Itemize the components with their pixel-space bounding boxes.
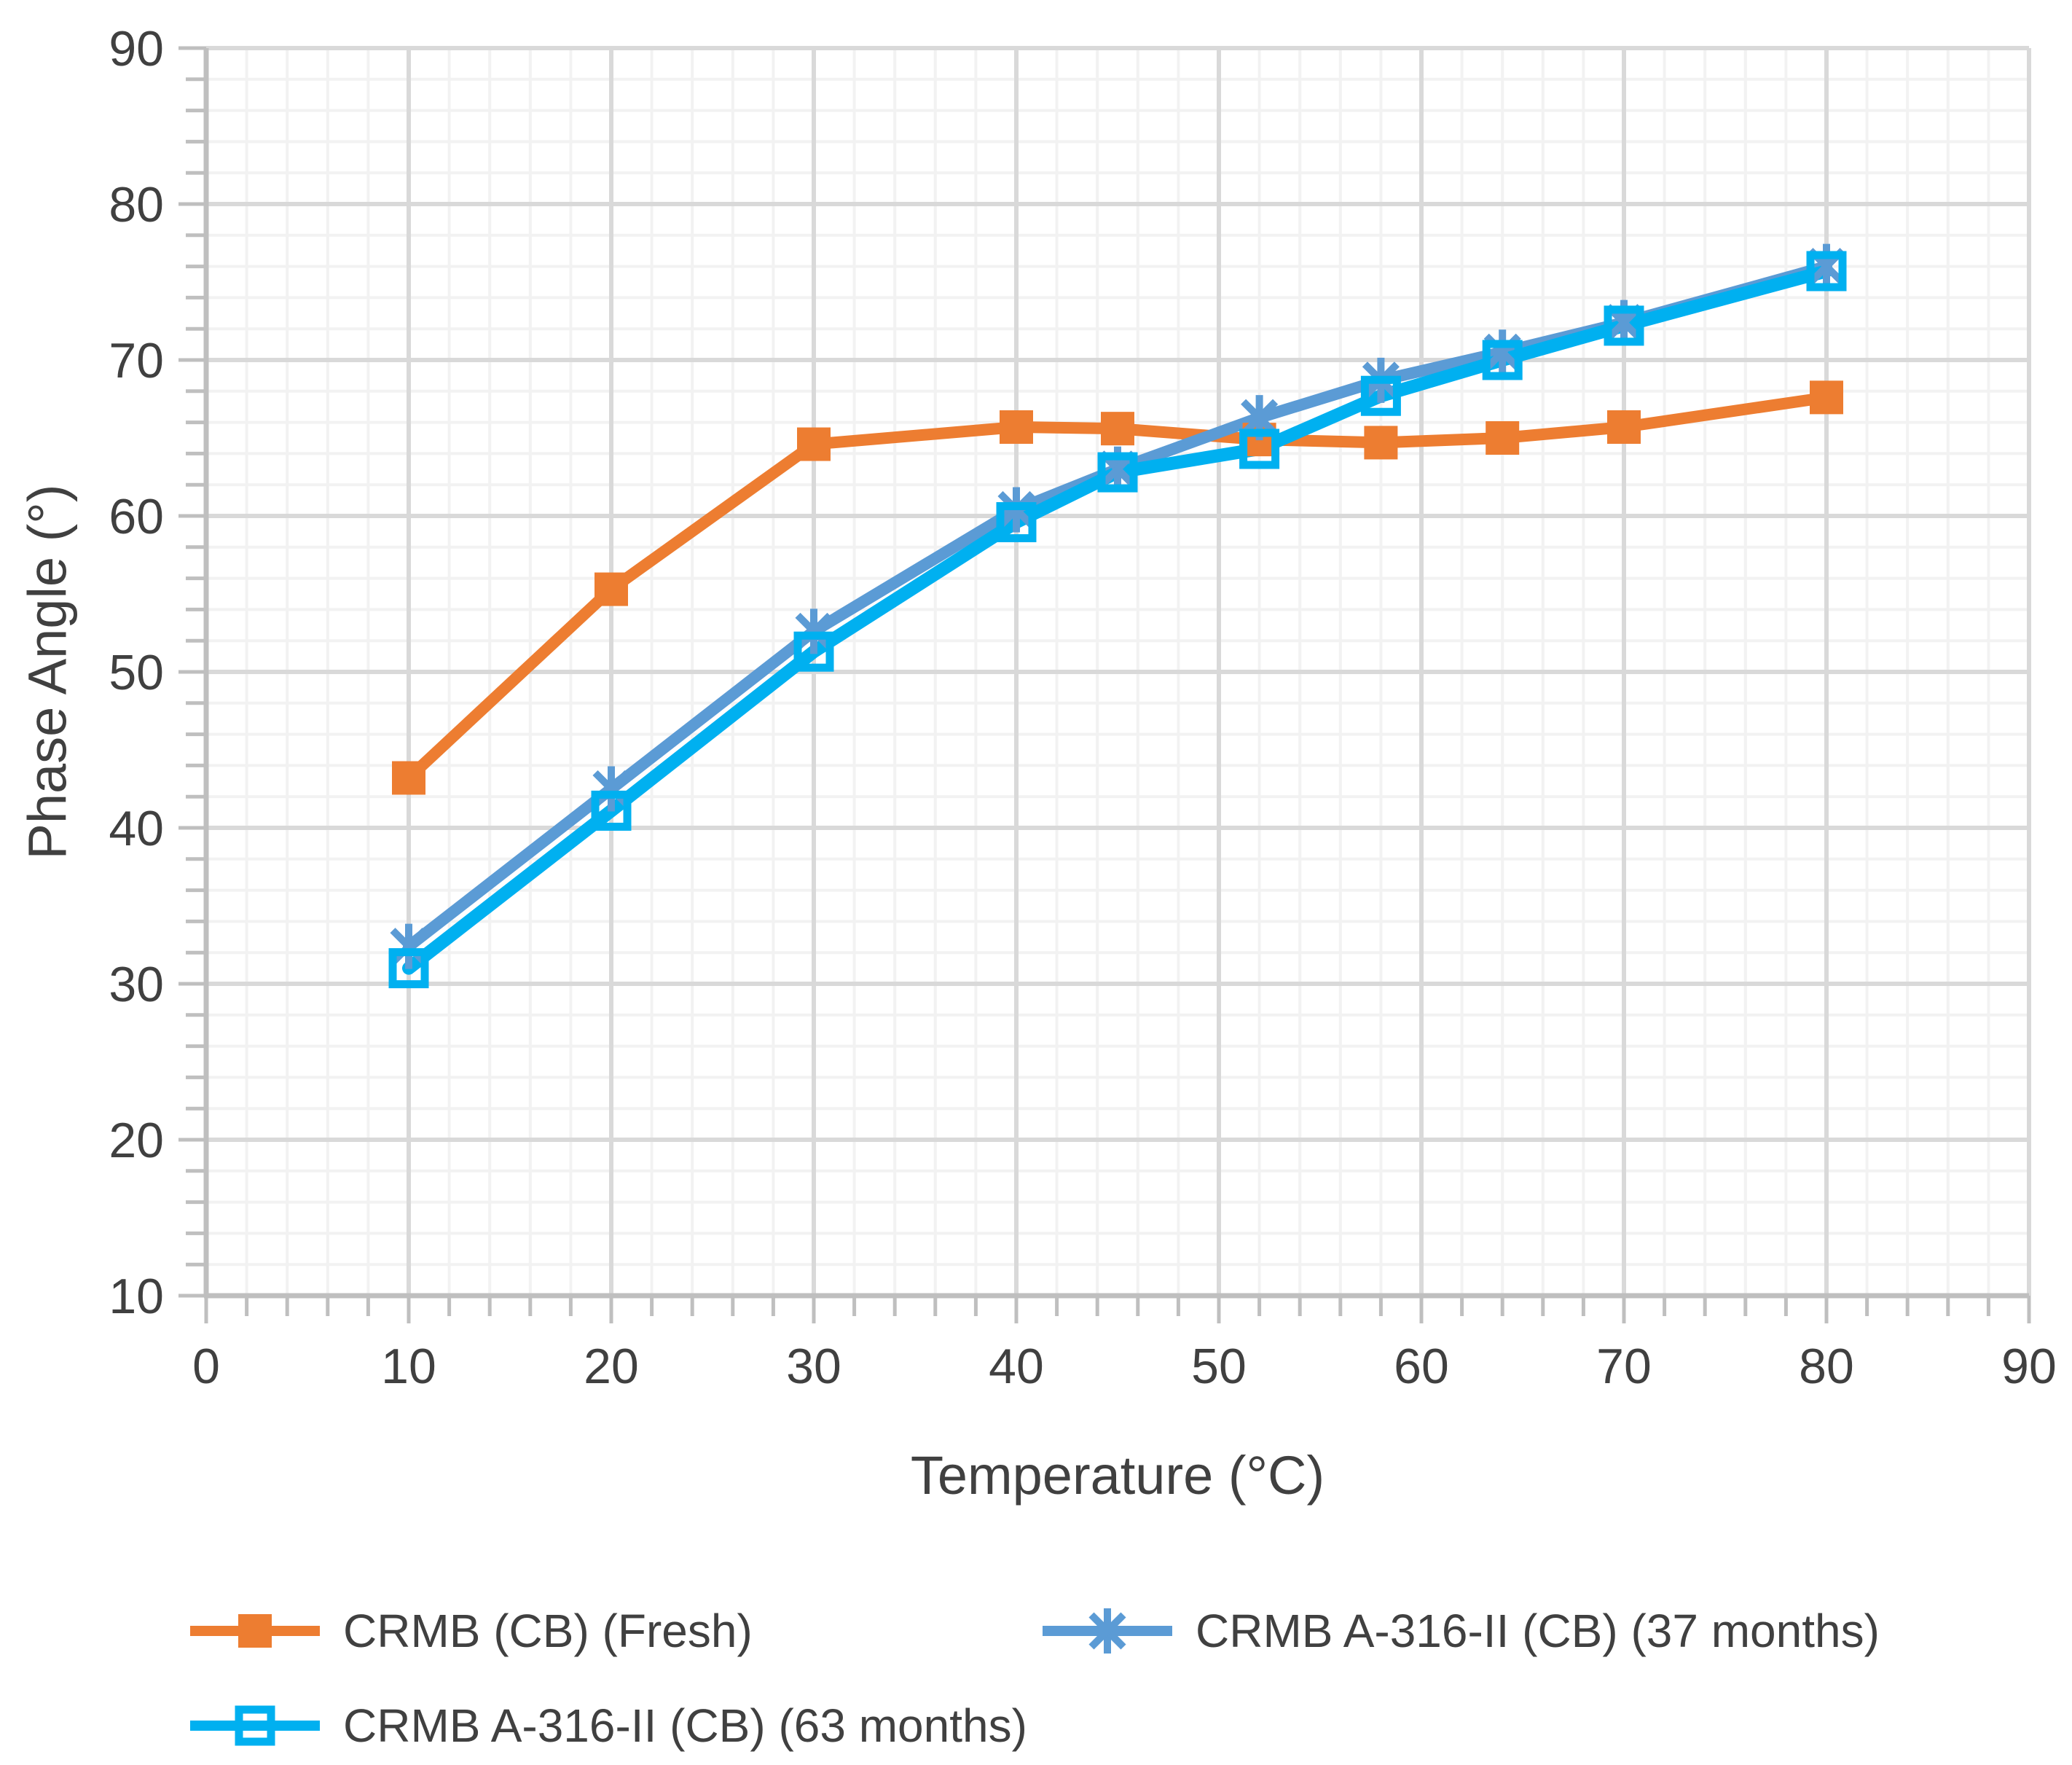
legend-label-37-months: CRMB A-316-II (CB) (37 months) — [1196, 1604, 1880, 1657]
svg-text:90: 90 — [109, 21, 164, 77]
svg-text:10: 10 — [109, 1269, 164, 1324]
legend-marker-open-square-icon — [190, 1705, 320, 1745]
svg-text:30: 30 — [786, 1339, 841, 1394]
legend-item-fresh: CRMB (CB) (Fresh) — [186, 1589, 753, 1672]
legend-label-fresh: CRMB (CB) (Fresh) — [343, 1604, 753, 1657]
y-axis-title: Phase Angle (°) — [17, 484, 78, 860]
svg-text:60: 60 — [1394, 1339, 1449, 1394]
legend-item-37-months: CRMB A-316-II (CB) (37 months) — [1038, 1589, 1880, 1672]
svg-text:90: 90 — [2001, 1339, 2057, 1394]
svg-text:20: 20 — [109, 1113, 164, 1168]
svg-text:50: 50 — [1191, 1339, 1247, 1394]
legend-marker-asterisk-icon — [1043, 1608, 1172, 1654]
svg-text:30: 30 — [109, 957, 164, 1012]
svg-text:70: 70 — [1596, 1339, 1652, 1394]
svg-text:80: 80 — [1799, 1339, 1854, 1394]
x-axis-title: Temperature (°C) — [910, 1445, 1325, 1506]
legend-marker-filled-square-icon — [190, 1613, 320, 1648]
svg-text:40: 40 — [989, 1339, 1044, 1394]
legend-label-63-months: CRMB A-316-II (CB) (63 months) — [343, 1699, 1027, 1752]
svg-text:0: 0 — [192, 1339, 220, 1394]
svg-text:20: 20 — [584, 1339, 639, 1394]
svg-text:50: 50 — [109, 645, 164, 700]
svg-text:60: 60 — [109, 489, 164, 544]
svg-text:10: 10 — [381, 1339, 436, 1394]
svg-text:70: 70 — [109, 333, 164, 388]
legend-item-63-months: CRMB A-316-II (CB) (63 months) — [186, 1683, 1027, 1765]
svg-text:80: 80 — [109, 177, 164, 232]
svg-text:40: 40 — [109, 801, 164, 856]
y-axis-title-box: Phase Angle (°) — [0, 48, 95, 1296]
